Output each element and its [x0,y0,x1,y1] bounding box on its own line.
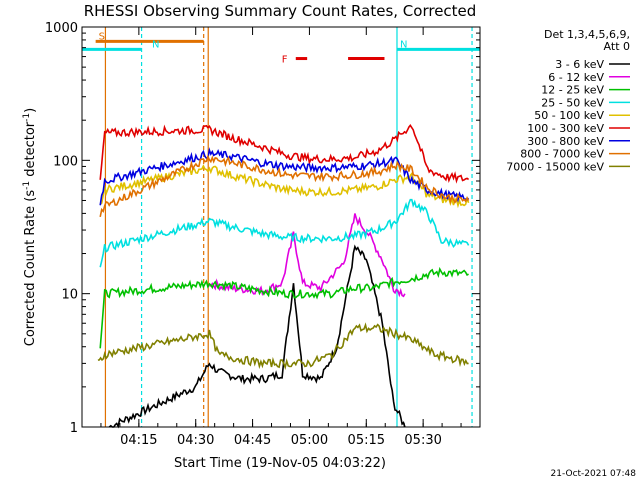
x-axis: 04:15 04:30 04:45 05:00 05:15 05:30 [81,27,481,448]
flag-bar-label: N [152,39,159,50]
legend-entry-label: 300 - 800 keV [527,135,604,148]
series-line [209,213,406,298]
x-tick-label: 04:45 [234,433,271,448]
flare-marker-label: F [282,55,288,66]
series-line [97,322,469,371]
x-tick-label: 05:00 [291,433,328,448]
series-line [99,124,470,184]
x-tick-label: 05:30 [404,433,441,448]
plot-area: S N N F [82,27,480,429]
x-axis-label: Start Time (19-Nov-05 04:03:22) [174,456,386,471]
flag-bar-label: S [99,31,105,42]
legend-entry-label: 6 - 12 keV [548,71,604,84]
y-tick-label: 100 [53,154,78,169]
x-tick-label: 04:15 [120,433,157,448]
footer-date: 21-Oct-2021 07:48 [551,469,637,479]
legend-entry-label: 25 - 50 keV [541,96,604,109]
legend-header-line2: Att 0 [604,40,630,53]
legend-entry-label: 50 - 100 keV [534,109,604,122]
legend-entry-label: 7000 - 15000 keV [506,160,604,173]
y-tick-label: 1 [70,421,78,436]
series-line [99,147,470,206]
legend-header-line1: Det 1,3,4,5,6,9, [544,28,630,41]
legend-entry-label: 3 - 6 keV [555,58,604,71]
legend-entry-label: 100 - 300 keV [527,122,604,135]
series-line [99,198,470,268]
x-tick-label: 05:15 [348,433,385,448]
plot-frame [81,26,481,428]
y-tick-label: 10 [61,288,78,303]
chart-title: RHESSI Observing Summary Count Rates, Co… [84,2,477,20]
series-line [99,154,470,218]
series-line [99,164,470,209]
y-axis-label: Corrected Count Rate (s-1 detector-1) [22,108,38,346]
flag-bar-label: N [400,39,407,50]
x-tick-label: 04:30 [177,433,214,448]
y-axis: 1 10 100 1000 [45,21,480,436]
legend-entry-label: 800 - 7000 keV [520,148,604,161]
y-tick-label: 1000 [45,21,78,36]
series-line [99,266,469,349]
legend-entry-label: 12 - 25 keV [541,84,604,97]
series-line [108,244,406,429]
